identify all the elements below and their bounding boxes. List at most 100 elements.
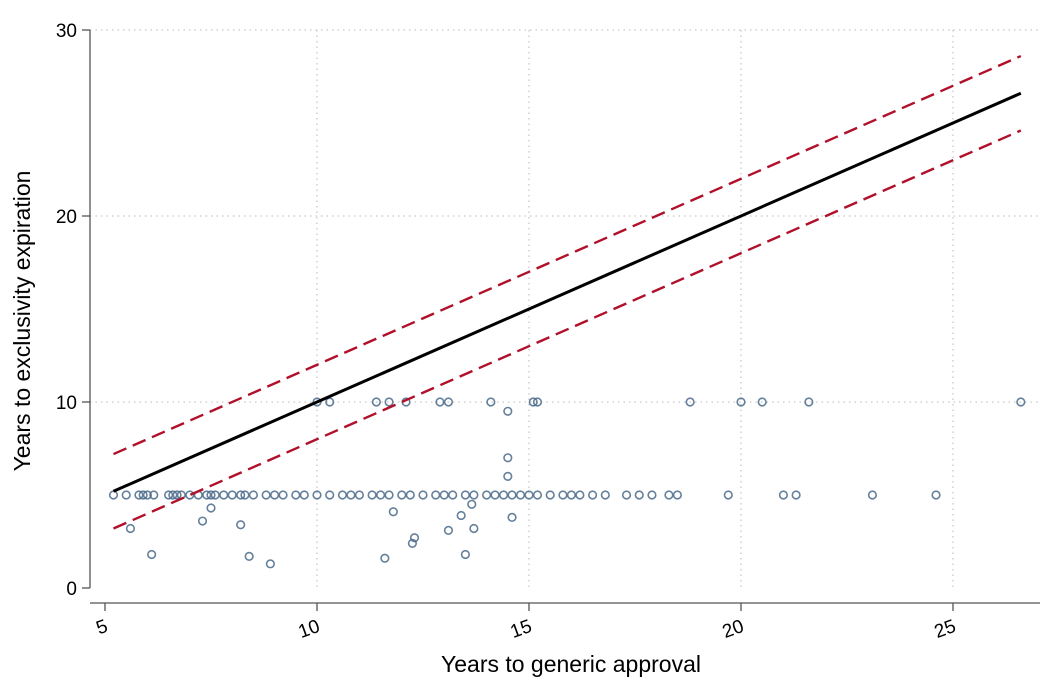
scatter-point xyxy=(435,397,445,407)
ci-upper-line xyxy=(112,54,1022,456)
scatter-point xyxy=(757,397,767,407)
scatter-point xyxy=(121,490,131,500)
scatter-point xyxy=(380,553,390,563)
x-tick-label: 20 xyxy=(720,616,747,643)
scatter-point xyxy=(931,490,941,500)
scatter-point xyxy=(647,490,657,500)
scatter-point xyxy=(147,549,157,560)
scatter-point xyxy=(460,490,471,500)
scatter-point xyxy=(528,397,538,407)
scatter-point xyxy=(202,490,212,500)
scatter-point xyxy=(621,490,632,500)
scatter-point xyxy=(634,490,644,500)
lines-layer xyxy=(112,54,1022,530)
scatter-point xyxy=(867,490,878,500)
scatter-point xyxy=(507,512,517,522)
scatter-point xyxy=(486,397,496,407)
scatter-point xyxy=(566,490,577,500)
y-tick-label: 10 xyxy=(56,393,77,414)
scatter-point xyxy=(206,490,216,500)
scatter-point xyxy=(384,397,394,407)
scatter-point xyxy=(248,490,258,500)
scatter-point xyxy=(448,490,458,500)
scatter-point xyxy=(503,453,513,463)
scatter-point xyxy=(367,490,377,500)
scatter-point xyxy=(138,490,148,500)
axes-layer xyxy=(89,30,1040,604)
scatter-point xyxy=(312,397,322,407)
x-tick-label: 15 xyxy=(508,616,535,643)
scatter-point xyxy=(532,397,543,407)
scatter-point xyxy=(291,490,301,500)
scatter-point xyxy=(503,406,513,416)
scatter-point xyxy=(236,520,246,530)
scatter-point xyxy=(206,503,216,513)
scatter-point xyxy=(125,523,136,534)
scatter-point xyxy=(418,490,428,500)
scatter-point xyxy=(371,397,381,407)
scatter-point xyxy=(240,490,250,500)
scatter-point xyxy=(409,533,420,543)
scatter-point xyxy=(524,490,534,500)
scatter-point xyxy=(270,490,280,500)
scatter-point xyxy=(108,490,119,500)
x-tick-label: 10 xyxy=(296,616,323,643)
scatter-point xyxy=(439,490,449,500)
scatter-point xyxy=(197,516,208,526)
fit-line xyxy=(112,91,1022,493)
scatter-point xyxy=(164,490,174,500)
scatter-point xyxy=(600,490,610,500)
scatter-point xyxy=(244,551,254,561)
scatter-point xyxy=(384,490,394,500)
scatter-point xyxy=(736,397,746,407)
scatter-point xyxy=(376,490,386,500)
scatter-point xyxy=(515,490,526,500)
scatter-point xyxy=(278,490,288,500)
x-axis-title: Years to generic approval xyxy=(441,651,701,677)
scatter-point xyxy=(1016,397,1026,407)
scatter-point xyxy=(507,490,517,500)
scatter-point xyxy=(325,397,335,407)
scatter-point xyxy=(460,549,471,560)
scatter-point xyxy=(185,490,195,500)
x-tick-label: 25 xyxy=(932,616,959,643)
scatter-point xyxy=(236,490,246,500)
scatter-point xyxy=(168,490,178,500)
scatter-point xyxy=(172,490,182,500)
scatter-point xyxy=(405,490,415,500)
scatter-point xyxy=(503,471,513,482)
scatter-point xyxy=(469,490,479,500)
grid-layer xyxy=(90,29,1040,588)
scatter-point xyxy=(388,507,398,517)
scatter-point xyxy=(558,490,568,500)
scatter-point xyxy=(219,490,229,500)
scatter-point xyxy=(791,490,801,500)
scatter-point xyxy=(397,490,407,500)
scatter-point xyxy=(467,499,477,509)
scatter-point xyxy=(482,490,492,500)
scatter-point xyxy=(261,490,271,500)
scatter-point xyxy=(490,490,500,500)
scatter-point xyxy=(778,490,789,500)
scatter-point xyxy=(227,490,237,500)
scatter-point xyxy=(149,490,159,500)
y-tick-label: 0 xyxy=(66,579,77,600)
scatter-point xyxy=(575,490,585,500)
ci-lower-line xyxy=(112,129,1022,530)
y-tick-label: 20 xyxy=(56,207,77,228)
scatter-point xyxy=(456,510,466,521)
scatter-point xyxy=(407,538,418,548)
scatter-point xyxy=(134,490,144,500)
y-axis-title: Years to exclusivity expiration xyxy=(9,171,35,472)
scatter-point xyxy=(431,490,441,500)
ticks-layer: 0 10 20 30 5 10 15 20 25 xyxy=(56,21,959,643)
scatter-point xyxy=(545,490,555,500)
points-layer xyxy=(108,397,1026,569)
scatter-point xyxy=(804,397,814,407)
scatter-point xyxy=(312,490,322,500)
scatter-point xyxy=(443,525,454,535)
scatter-point xyxy=(443,397,454,407)
scatter-point xyxy=(325,490,335,500)
scatter-point xyxy=(354,490,365,500)
